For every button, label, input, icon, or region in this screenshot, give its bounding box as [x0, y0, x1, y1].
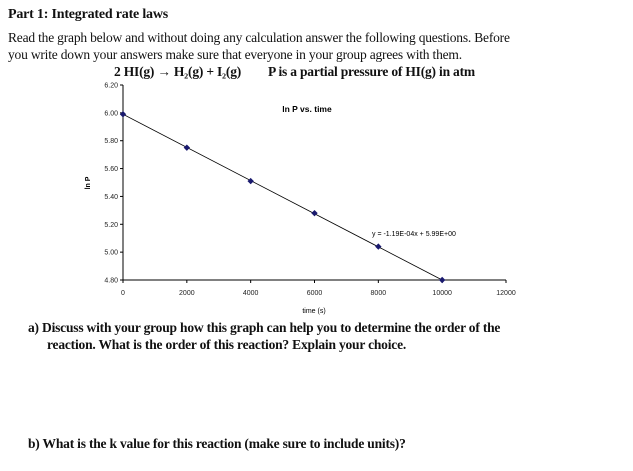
pressure-note: P is a partial pressure of HI(g) in atm [268, 64, 475, 79]
x-axis-label: time (s) [302, 308, 325, 315]
y-tick-label: 5.60 [104, 166, 118, 173]
ln-p-vs-time-chart: 4.80 5.00 5.20 5.40 5.60 5.80 6.00 6.20 0 2000 400… [85, 83, 516, 316]
y-tick-label: 6.00 [104, 110, 118, 117]
chart-title: ln P vs. time [282, 104, 332, 114]
x-tick-label: 8000 [371, 290, 387, 297]
data-point [375, 243, 382, 250]
question-a-line-1: a) Discuss with your group how this grap… [28, 320, 501, 335]
data-point [438, 276, 446, 284]
x-tick-label: 2000 [179, 290, 195, 297]
y-tick-label: 4.80 [104, 278, 118, 285]
y-axis-label: ln P [85, 176, 92, 189]
intro-line-2: you write down your answers make sure th… [8, 47, 462, 62]
data-point [311, 209, 318, 217]
section-heading: Part 1: Integrated rate laws [8, 7, 169, 22]
intro-line-1: Read the graph below and without doing a… [8, 30, 510, 45]
x-tick-label: 12000 [496, 290, 516, 297]
x-tick-label: 4000 [243, 290, 259, 297]
x-tick-label: 0 [121, 290, 125, 297]
trendline-equation: y = -1.19E-04x + 5.99E+00 [372, 231, 456, 238]
data-point [183, 144, 191, 151]
y-tick-label: 5.80 [104, 138, 118, 145]
x-tick-label: 10000 [432, 290, 452, 297]
trendline [122, 113, 443, 281]
question-b: b) What is the k value for this reaction… [28, 436, 406, 451]
reaction-equation: 2 HI(g) → H₂(g) + I₂(g) [114, 64, 242, 79]
data-point [247, 177, 254, 185]
question-a-line-2: reaction. What is the order of this reac… [47, 337, 407, 352]
x-tick-label: 6000 [307, 290, 323, 297]
y-tick-label: 5.00 [104, 250, 118, 257]
data-point [119, 111, 127, 118]
y-tick-label: 6.20 [104, 83, 118, 90]
y-tick-label: 5.20 [104, 222, 118, 229]
y-tick-label: 5.40 [104, 194, 118, 201]
